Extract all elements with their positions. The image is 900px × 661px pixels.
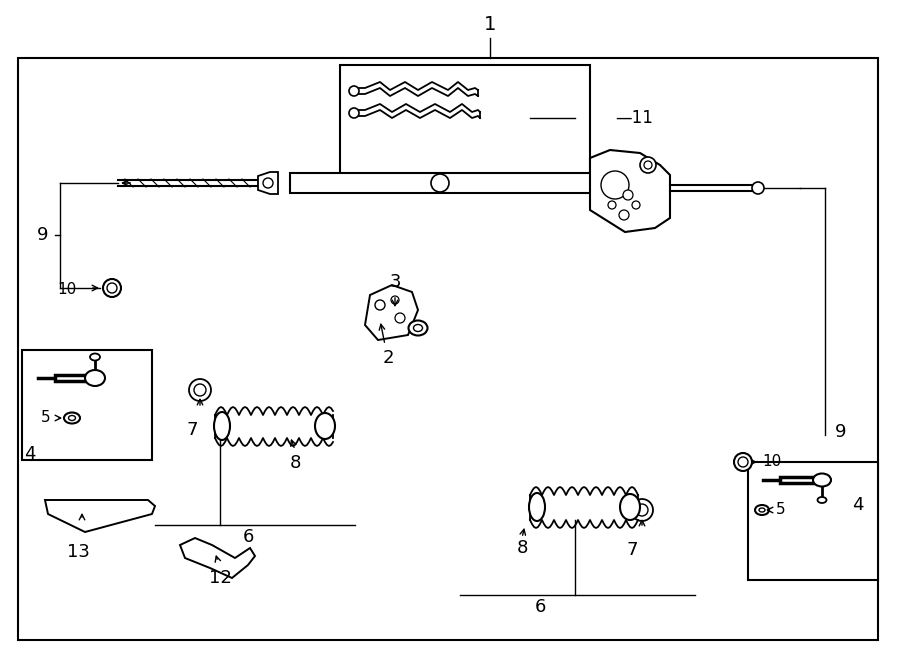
- Circle shape: [375, 300, 385, 310]
- Text: 4: 4: [24, 445, 36, 463]
- Ellipse shape: [90, 354, 100, 360]
- Text: 7: 7: [186, 421, 198, 439]
- Ellipse shape: [529, 493, 545, 521]
- Polygon shape: [45, 500, 155, 532]
- Ellipse shape: [85, 370, 105, 386]
- Text: 6: 6: [535, 598, 545, 616]
- Ellipse shape: [68, 416, 76, 420]
- Circle shape: [431, 174, 449, 192]
- Ellipse shape: [817, 497, 826, 503]
- Ellipse shape: [413, 325, 422, 332]
- Polygon shape: [590, 150, 670, 232]
- Circle shape: [608, 201, 616, 209]
- Circle shape: [623, 190, 633, 200]
- Text: 12: 12: [209, 569, 231, 587]
- Text: 9: 9: [835, 423, 847, 441]
- Text: 10: 10: [58, 282, 77, 297]
- Text: 5: 5: [776, 502, 786, 518]
- Circle shape: [349, 86, 359, 96]
- Polygon shape: [365, 285, 418, 340]
- Text: 7: 7: [626, 541, 638, 559]
- Bar: [22, 350, 152, 460]
- Circle shape: [734, 453, 752, 471]
- Circle shape: [349, 108, 359, 118]
- Ellipse shape: [620, 494, 640, 520]
- Circle shape: [752, 182, 764, 194]
- Text: 9: 9: [37, 226, 48, 244]
- Circle shape: [738, 457, 748, 467]
- Circle shape: [644, 161, 652, 169]
- Text: 1: 1: [484, 15, 496, 34]
- Circle shape: [263, 178, 273, 188]
- Circle shape: [632, 201, 640, 209]
- Text: 10: 10: [762, 455, 781, 469]
- Ellipse shape: [194, 384, 206, 396]
- Text: 6: 6: [242, 528, 254, 546]
- Ellipse shape: [755, 505, 769, 515]
- Polygon shape: [180, 538, 255, 578]
- Circle shape: [640, 157, 656, 173]
- Text: 5: 5: [40, 410, 50, 426]
- Ellipse shape: [315, 413, 335, 439]
- Circle shape: [601, 171, 629, 199]
- Ellipse shape: [636, 504, 648, 516]
- Text: 13: 13: [67, 543, 89, 561]
- Bar: [748, 462, 878, 580]
- Bar: [18, 58, 878, 640]
- Circle shape: [391, 296, 399, 304]
- Circle shape: [395, 313, 405, 323]
- Polygon shape: [258, 172, 278, 194]
- Ellipse shape: [189, 379, 211, 401]
- Circle shape: [107, 283, 117, 293]
- Text: 2: 2: [382, 349, 394, 367]
- Ellipse shape: [813, 473, 831, 486]
- Circle shape: [619, 210, 629, 220]
- Text: 3: 3: [389, 273, 400, 291]
- Bar: [340, 65, 590, 175]
- Polygon shape: [290, 173, 602, 193]
- Ellipse shape: [64, 412, 80, 424]
- Text: 4: 4: [852, 496, 864, 514]
- Ellipse shape: [631, 499, 653, 521]
- Text: 8: 8: [289, 454, 301, 472]
- Text: —11: —11: [615, 109, 652, 127]
- Circle shape: [103, 279, 121, 297]
- Ellipse shape: [759, 508, 765, 512]
- Ellipse shape: [409, 321, 428, 336]
- Text: 8: 8: [517, 539, 527, 557]
- Ellipse shape: [214, 412, 230, 440]
